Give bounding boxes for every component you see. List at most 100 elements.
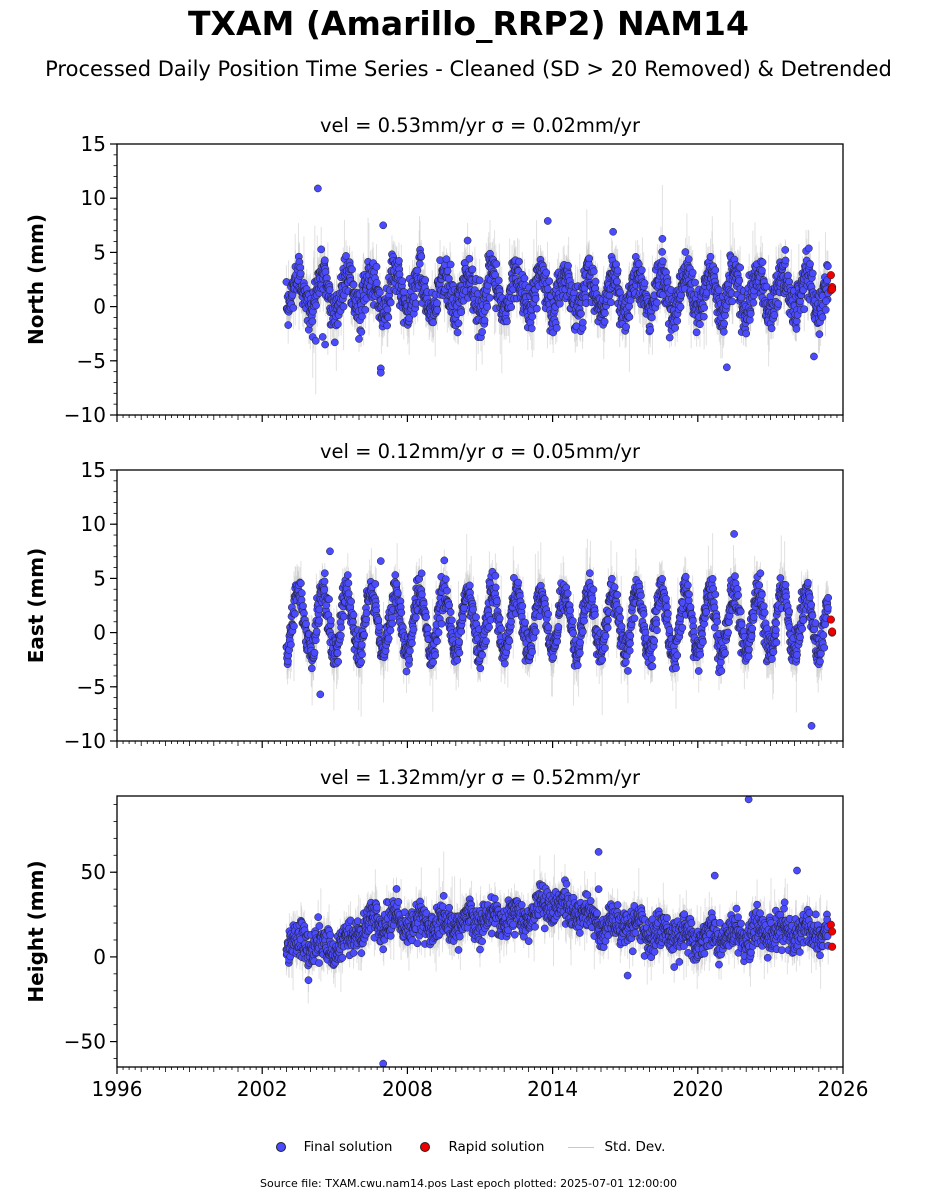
final-point [448, 616, 456, 625]
final-point [458, 613, 467, 621]
final-point [793, 651, 801, 659]
final-point [810, 352, 818, 361]
final-point [589, 267, 598, 276]
final-point [480, 316, 489, 325]
final-point [758, 266, 766, 275]
final-point [799, 616, 808, 624]
final-point [417, 252, 426, 261]
final-point [720, 319, 728, 328]
final-point [531, 627, 540, 636]
final-point [348, 265, 356, 274]
final-point [622, 323, 630, 331]
final-point [664, 609, 672, 618]
final-point [688, 268, 697, 277]
final-point [337, 623, 346, 632]
final-point [691, 278, 699, 287]
final-point [358, 650, 366, 659]
final-point [579, 627, 587, 636]
final-point [543, 217, 552, 225]
final-point [742, 329, 751, 338]
final-point [821, 305, 830, 314]
final-point [749, 613, 758, 621]
final-point [478, 937, 486, 946]
final-point [671, 324, 679, 332]
final-point [816, 657, 824, 666]
final-point [601, 632, 610, 640]
final-point [626, 639, 634, 648]
final-point [772, 619, 780, 628]
final-point [528, 312, 537, 321]
final-point [770, 311, 779, 319]
final-point [304, 976, 313, 985]
final-point [383, 321, 391, 330]
final-point [394, 897, 403, 906]
final-point [735, 276, 744, 285]
final-point [333, 649, 342, 657]
final-point [445, 903, 453, 912]
final-point [610, 583, 619, 591]
final-point [495, 614, 504, 623]
final-point [386, 932, 395, 940]
final-point [422, 613, 431, 621]
final-point [317, 245, 326, 254]
final-point [798, 624, 807, 633]
final-point [507, 303, 516, 311]
final-point [637, 591, 645, 600]
final-point [315, 959, 323, 967]
final-point [515, 257, 523, 266]
final-point [792, 325, 801, 333]
final-point [784, 271, 792, 280]
final-point [465, 581, 474, 590]
final-point [647, 313, 656, 322]
final-point [700, 303, 709, 312]
final-point [410, 293, 418, 301]
final-point [760, 608, 769, 617]
final-point [613, 266, 622, 275]
y-tick-label: 15 [81, 132, 106, 156]
final-point [562, 880, 571, 888]
final-point [694, 667, 703, 675]
final-point [758, 258, 767, 267]
final-point [588, 594, 597, 603]
final-point [808, 611, 817, 620]
y-axis-label: East (mm) [24, 548, 48, 664]
final-point [600, 317, 609, 326]
final-point [673, 651, 682, 660]
final-point [505, 637, 514, 645]
final-point [692, 328, 701, 337]
final-point [357, 640, 366, 649]
final-point [395, 257, 403, 265]
final-point [412, 613, 420, 622]
final-point [810, 625, 819, 634]
final-point [384, 313, 393, 322]
final-point [316, 690, 325, 699]
final-point [297, 579, 305, 588]
final-point [658, 248, 666, 256]
final-point [708, 574, 717, 583]
final-point [333, 320, 342, 328]
y-tick-label: −5 [77, 349, 106, 373]
final-point [357, 949, 366, 957]
final-point [621, 658, 630, 666]
final-point [676, 303, 685, 311]
final-point [665, 626, 674, 634]
final-point [609, 227, 617, 236]
final-point [360, 631, 368, 639]
final-point [344, 589, 353, 598]
final-point [768, 655, 776, 663]
final-point [613, 277, 621, 286]
final-point [613, 590, 622, 599]
final-point [383, 305, 392, 314]
final-point [433, 637, 441, 646]
final-point [397, 608, 406, 617]
final-point [372, 262, 381, 271]
final-point [469, 605, 477, 614]
final-point [441, 575, 450, 584]
final-point [379, 945, 388, 954]
final-point [796, 633, 804, 642]
final-point [776, 574, 785, 582]
final-point [566, 606, 574, 615]
plot-area [282, 796, 833, 1067]
